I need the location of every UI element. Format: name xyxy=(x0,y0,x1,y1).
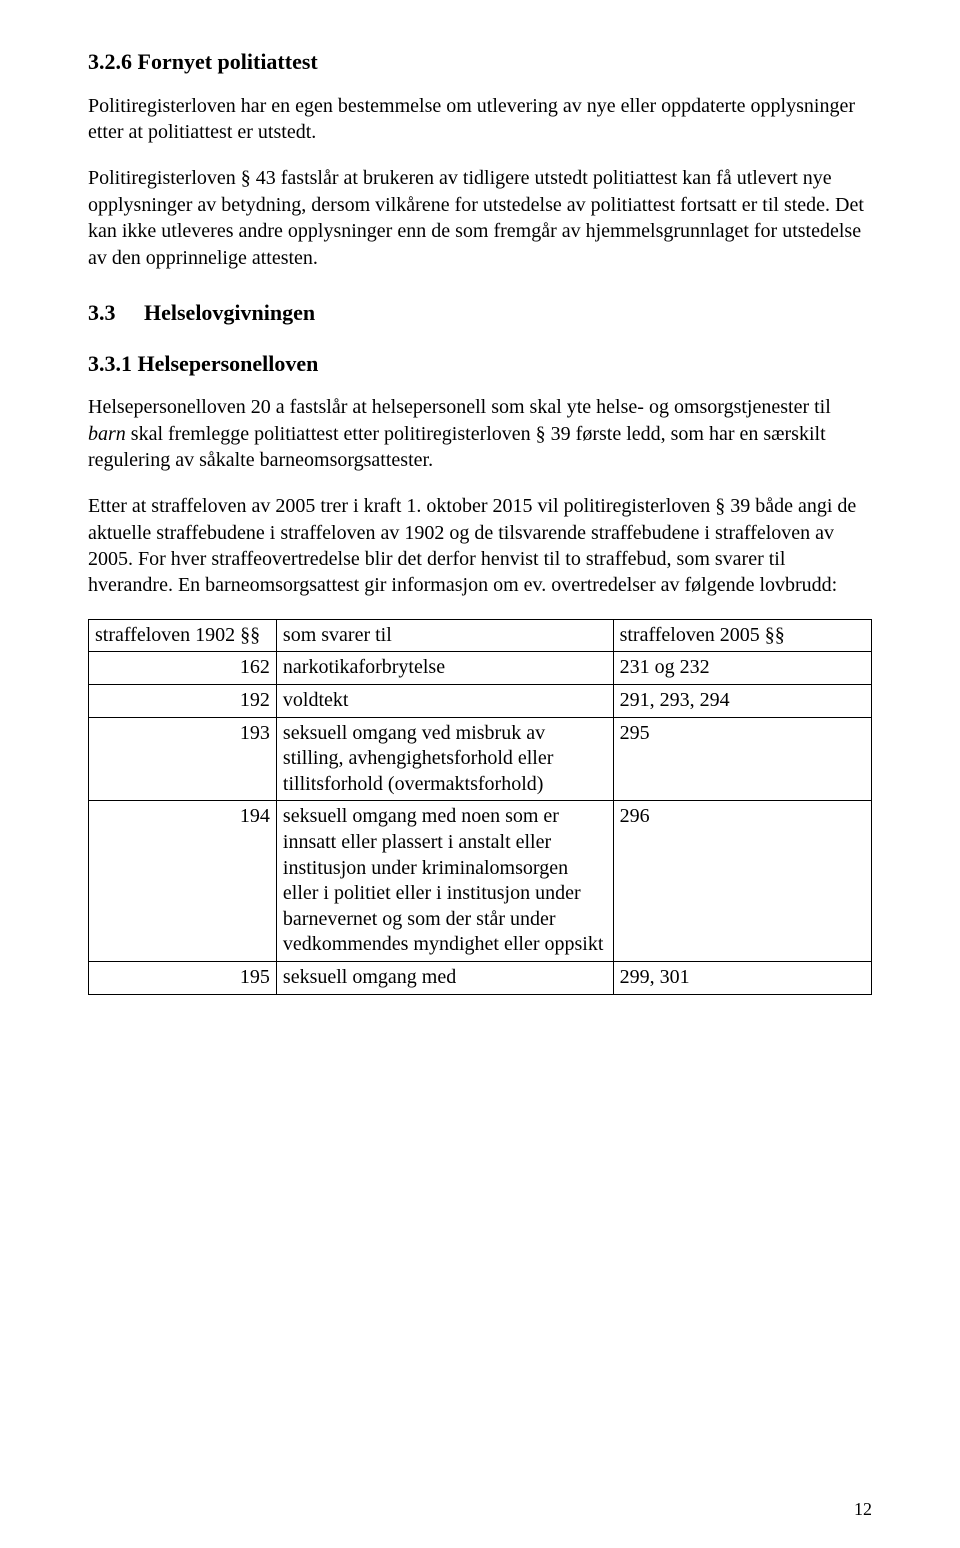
table-cell: seksuell omgang med noen som er innsatt … xyxy=(276,801,613,962)
paragraph: Helsepersonelloven 20 a fastslår at hels… xyxy=(88,394,872,473)
table-cell: 291, 293, 294 xyxy=(613,685,871,718)
table-cell: 192 xyxy=(89,685,277,718)
table-cell: 193 xyxy=(89,717,277,801)
text-run: Helsepersonelloven 20 a fastslår at hels… xyxy=(88,396,831,418)
table-cell: 231 og 232 xyxy=(613,652,871,685)
offence-table: straffeloven 1902 §§ som svarer til stra… xyxy=(88,619,872,995)
table-cell: voldtekt xyxy=(276,685,613,718)
text-run: skal fremlegge politiattest etter politi… xyxy=(88,423,826,471)
table-cell: seksuell omgang ved misbruk av stilling,… xyxy=(276,717,613,801)
table-header-cell: straffeloven 1902 §§ xyxy=(89,619,277,652)
table-cell: narkotikaforbrytelse xyxy=(276,652,613,685)
paragraph: Politiregisterloven § 43 fastslår at bru… xyxy=(88,165,872,271)
table-cell: 295 xyxy=(613,717,871,801)
paragraph: Politiregisterloven har en egen bestemme… xyxy=(88,93,872,146)
table-cell: 299, 301 xyxy=(613,961,871,994)
paragraph: Etter at straffeloven av 2005 trer i kra… xyxy=(88,493,872,599)
table-cell: 195 xyxy=(89,961,277,994)
table-header-cell: som svarer til xyxy=(276,619,613,652)
table-header-cell: straffeloven 2005 §§ xyxy=(613,619,871,652)
table-row: 194 seksuell omgang med noen som er inns… xyxy=(89,801,872,962)
heading-title: Helselovgivningen xyxy=(144,300,315,325)
heading-3-2-6: 3.2.6 Fornyet politiattest xyxy=(88,48,872,77)
heading-3-3-1: 3.3.1 Helsepersonelloven xyxy=(88,350,872,379)
table-cell: 296 xyxy=(613,801,871,962)
table-cell: 194 xyxy=(89,801,277,962)
heading-number: 3.3 xyxy=(88,299,144,328)
document-page: 3.2.6 Fornyet politiattest Politiregiste… xyxy=(0,0,960,1548)
table-row: 162 narkotikaforbrytelse 231 og 232 xyxy=(89,652,872,685)
table-cell: seksuell omgang med xyxy=(276,961,613,994)
table-header-row: straffeloven 1902 §§ som svarer til stra… xyxy=(89,619,872,652)
heading-3-3: 3.3Helselovgivningen xyxy=(88,299,872,328)
table-cell: 162 xyxy=(89,652,277,685)
table-row: 195 seksuell omgang med 299, 301 xyxy=(89,961,872,994)
table-row: 192 voldtekt 291, 293, 294 xyxy=(89,685,872,718)
page-number: 12 xyxy=(854,1499,872,1520)
italic-text: barn xyxy=(88,423,126,445)
table-row: 193 seksuell omgang ved misbruk av still… xyxy=(89,717,872,801)
